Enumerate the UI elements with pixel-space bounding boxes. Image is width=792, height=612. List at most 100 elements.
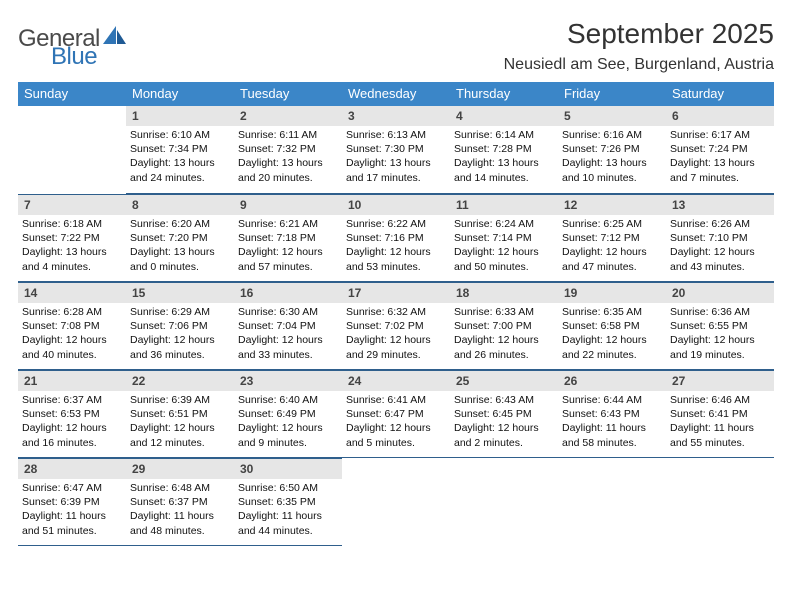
sunrise-line: Sunrise: 6:25 AM [562,217,662,231]
day-header: Wednesday [342,82,450,106]
sunrise-line: Sunrise: 6:50 AM [238,481,338,495]
sunrise-line: Sunrise: 6:22 AM [346,217,446,231]
calendar-cell: 6Sunrise: 6:17 AMSunset: 7:24 PMDaylight… [666,106,774,194]
sunset-line: Sunset: 7:22 PM [22,231,122,245]
sunset-line: Sunset: 6:35 PM [238,495,338,509]
day-header: Thursday [450,82,558,106]
day-details: Sunrise: 6:41 AMSunset: 6:47 PMDaylight:… [342,391,450,456]
day-number: 3 [342,106,450,126]
sunset-line: Sunset: 6:47 PM [346,407,446,421]
day-details: Sunrise: 6:25 AMSunset: 7:12 PMDaylight:… [558,215,666,280]
day-number: 16 [234,283,342,303]
daylight-line: Daylight: 11 hours and 58 minutes. [562,421,662,449]
daylight-line: Daylight: 12 hours and 50 minutes. [454,245,554,273]
sunrise-line: Sunrise: 6:20 AM [130,217,230,231]
daylight-line: Daylight: 12 hours and 43 minutes. [670,245,770,273]
sunrise-line: Sunrise: 6:28 AM [22,305,122,319]
sunrise-line: Sunrise: 6:13 AM [346,128,446,142]
calendar-week-row: 7Sunrise: 6:18 AMSunset: 7:22 PMDaylight… [18,194,774,282]
day-number: 17 [342,283,450,303]
daylight-line: Daylight: 11 hours and 44 minutes. [238,509,338,537]
day-number: 21 [18,371,126,391]
day-details: Sunrise: 6:32 AMSunset: 7:02 PMDaylight:… [342,303,450,368]
calendar-cell [450,458,558,546]
calendar-cell: 7Sunrise: 6:18 AMSunset: 7:22 PMDaylight… [18,194,126,282]
sunrise-line: Sunrise: 6:18 AM [22,217,122,231]
calendar-week-row: 28Sunrise: 6:47 AMSunset: 6:39 PMDayligh… [18,458,774,546]
calendar-cell: 11Sunrise: 6:24 AMSunset: 7:14 PMDayligh… [450,194,558,282]
calendar-cell: 21Sunrise: 6:37 AMSunset: 6:53 PMDayligh… [18,370,126,458]
calendar-cell: 27Sunrise: 6:46 AMSunset: 6:41 PMDayligh… [666,370,774,458]
calendar-cell: 19Sunrise: 6:35 AMSunset: 6:58 PMDayligh… [558,282,666,370]
daylight-line: Daylight: 12 hours and 12 minutes. [130,421,230,449]
daylight-line: Daylight: 12 hours and 9 minutes. [238,421,338,449]
sunrise-line: Sunrise: 6:10 AM [130,128,230,142]
day-number: 24 [342,371,450,391]
day-details: Sunrise: 6:16 AMSunset: 7:26 PMDaylight:… [558,126,666,191]
sunset-line: Sunset: 7:16 PM [346,231,446,245]
day-number: 1 [126,106,234,126]
sunrise-line: Sunrise: 6:41 AM [346,393,446,407]
sunset-line: Sunset: 7:04 PM [238,319,338,333]
day-header: Sunday [18,82,126,106]
day-number: 30 [234,459,342,479]
sunset-line: Sunset: 6:43 PM [562,407,662,421]
day-details: Sunrise: 6:44 AMSunset: 6:43 PMDaylight:… [558,391,666,456]
sunrise-line: Sunrise: 6:21 AM [238,217,338,231]
sunset-line: Sunset: 6:45 PM [454,407,554,421]
day-details: Sunrise: 6:46 AMSunset: 6:41 PMDaylight:… [666,391,774,456]
day-number: 6 [666,106,774,126]
day-number: 7 [18,195,126,215]
sunrise-line: Sunrise: 6:40 AM [238,393,338,407]
day-details: Sunrise: 6:30 AMSunset: 7:04 PMDaylight:… [234,303,342,368]
day-details: Sunrise: 6:18 AMSunset: 7:22 PMDaylight:… [18,215,126,280]
daylight-line: Daylight: 13 hours and 10 minutes. [562,156,662,184]
calendar-cell: 29Sunrise: 6:48 AMSunset: 6:37 PMDayligh… [126,458,234,546]
sunrise-line: Sunrise: 6:11 AM [238,128,338,142]
daylight-line: Daylight: 12 hours and 36 minutes. [130,333,230,361]
day-header: Tuesday [234,82,342,106]
day-details: Sunrise: 6:43 AMSunset: 6:45 PMDaylight:… [450,391,558,456]
title-block: September 2025 Neusiedl am See, Burgenla… [504,18,774,74]
daylight-line: Daylight: 13 hours and 24 minutes. [130,156,230,184]
sunset-line: Sunset: 7:30 PM [346,142,446,156]
day-number: 29 [126,459,234,479]
sunset-line: Sunset: 6:41 PM [670,407,770,421]
calendar-cell: 22Sunrise: 6:39 AMSunset: 6:51 PMDayligh… [126,370,234,458]
calendar-cell: 10Sunrise: 6:22 AMSunset: 7:16 PMDayligh… [342,194,450,282]
topbar: General Blue September 2025 Neusiedl am … [18,18,774,74]
daylight-line: Daylight: 13 hours and 0 minutes. [130,245,230,273]
sunrise-line: Sunrise: 6:30 AM [238,305,338,319]
calendar-cell: 12Sunrise: 6:25 AMSunset: 7:12 PMDayligh… [558,194,666,282]
day-number: 12 [558,195,666,215]
sunrise-line: Sunrise: 6:26 AM [670,217,770,231]
sunrise-line: Sunrise: 6:37 AM [22,393,122,407]
day-details: Sunrise: 6:47 AMSunset: 6:39 PMDaylight:… [18,479,126,544]
sunset-line: Sunset: 7:18 PM [238,231,338,245]
sunset-line: Sunset: 7:00 PM [454,319,554,333]
day-details: Sunrise: 6:37 AMSunset: 6:53 PMDaylight:… [18,391,126,456]
calendar-week-row: 14Sunrise: 6:28 AMSunset: 7:08 PMDayligh… [18,282,774,370]
sunset-line: Sunset: 7:12 PM [562,231,662,245]
day-number: 4 [450,106,558,126]
daylight-line: Daylight: 11 hours and 51 minutes. [22,509,122,537]
daylight-line: Daylight: 12 hours and 19 minutes. [670,333,770,361]
day-number: 19 [558,283,666,303]
sunrise-line: Sunrise: 6:44 AM [562,393,662,407]
daylight-line: Daylight: 13 hours and 14 minutes. [454,156,554,184]
sunset-line: Sunset: 7:24 PM [670,142,770,156]
daylight-line: Daylight: 13 hours and 4 minutes. [22,245,122,273]
daylight-line: Daylight: 11 hours and 55 minutes. [670,421,770,449]
calendar-cell: 1Sunrise: 6:10 AMSunset: 7:34 PMDaylight… [126,106,234,194]
daylight-line: Daylight: 12 hours and 2 minutes. [454,421,554,449]
calendar-page: General Blue September 2025 Neusiedl am … [0,0,792,612]
day-details: Sunrise: 6:36 AMSunset: 6:55 PMDaylight:… [666,303,774,368]
day-details: Sunrise: 6:13 AMSunset: 7:30 PMDaylight:… [342,126,450,191]
day-header: Monday [126,82,234,106]
calendar-cell: 13Sunrise: 6:26 AMSunset: 7:10 PMDayligh… [666,194,774,282]
day-header: Saturday [666,82,774,106]
sunset-line: Sunset: 7:32 PM [238,142,338,156]
day-number: 9 [234,195,342,215]
sunset-line: Sunset: 6:55 PM [670,319,770,333]
day-details: Sunrise: 6:22 AMSunset: 7:16 PMDaylight:… [342,215,450,280]
